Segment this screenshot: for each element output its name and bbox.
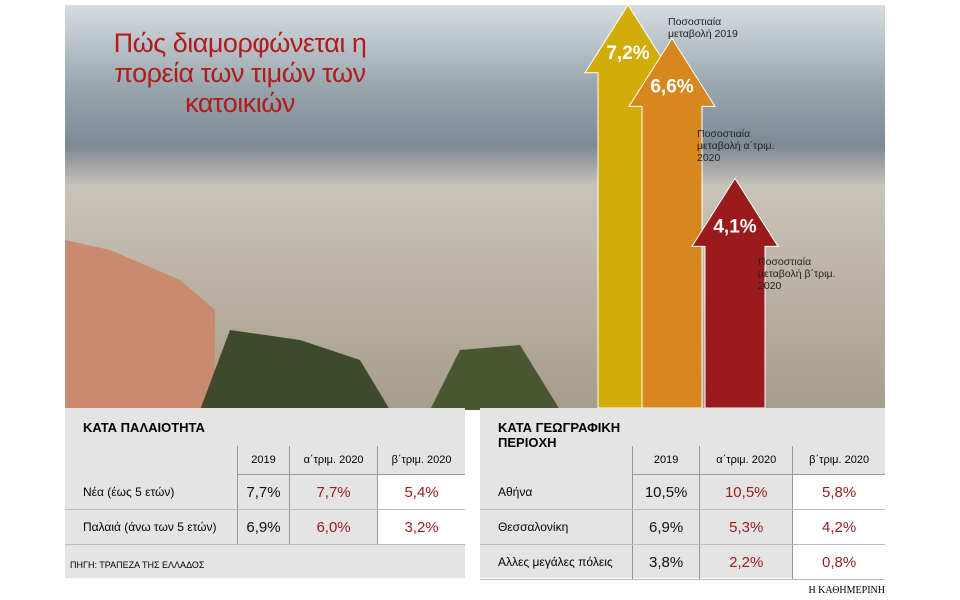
table-value: 6,9%: [631, 509, 700, 545]
trees: [430, 345, 560, 410]
table-row: Θεσσαλονίκη 6,9% 5,3% 4,2%: [480, 509, 885, 545]
table-value: 7,7%: [236, 474, 290, 510]
row-label: Νέα (έως 5 ετών): [65, 474, 238, 510]
table-value: 0,8%: [792, 544, 885, 580]
table-grid: 2019 α΄τριμ. 2020 β΄τριμ. 2020 Αθήνα 10,5% 10…: [480, 446, 885, 580]
column-header: 2019: [236, 446, 290, 475]
arrow: [628, 37, 716, 409]
column-header: α΄τριμ. 2020: [289, 446, 378, 475]
table-value: 5,3%: [699, 509, 793, 545]
table-value: 5,4%: [377, 474, 465, 510]
header-row: 2019 α΄τριμ. 2020 β΄τριμ. 2020: [65, 446, 465, 475]
table-row: Αλλες μεγάλες πόλεις 3,8% 2,2% 0,8%: [480, 544, 885, 580]
header-row: 2019 α΄τριμ. 2020 β΄τριμ. 2020: [480, 446, 885, 475]
value-label: 7,2%: [606, 43, 649, 64]
column-header: β΄τριμ. 2020: [792, 446, 885, 475]
table-value: 10,5%: [699, 474, 793, 510]
category-label: Ποσοστιαία μεταβολή 2019: [668, 16, 738, 40]
category-label: Ποσοστιαία μεταβολή α΄τριμ. 2020: [697, 128, 775, 164]
table-value: 2,2%: [699, 544, 793, 580]
table-title: ΚΑΤΑ ΠΑΛΑΙΟΤΗΤΑ: [83, 420, 205, 435]
row-label: Θεσσαλονίκη: [480, 509, 633, 545]
table-row: Παλαιά (άνω των 5 ετών) 6,9% 6,0% 3,2%: [65, 509, 465, 545]
table-value: 3,2%: [377, 509, 465, 545]
table-row: Νέα (έως 5 ετών) 7,7% 7,7% 5,4%: [65, 474, 465, 510]
source: ΠΗΓΗ: ΤΡΑΠΕΖΑ ΤΗΣ ΕΛΛΑΔΟΣ: [70, 560, 205, 570]
trees: [200, 330, 390, 410]
table-title: ΚΑΤΑ ΓΕΩΓΡΑΦΙΚΗ ΠΕΡΙΟΧΗ: [498, 420, 621, 450]
arrow: [691, 177, 779, 409]
column-header: β΄τριμ. 2020: [377, 446, 465, 475]
value-label: 4,1%: [713, 216, 756, 237]
value-label: 6,6%: [650, 76, 693, 97]
table-grid: 2019 α΄τριμ. 2020 β΄τριμ. 2020 Νέα (έως 5 ε…: [65, 446, 465, 545]
row-label: Αλλες μεγάλες πόλεις: [480, 544, 633, 580]
row-label: Παλαιά (άνω των 5 ετών): [65, 509, 238, 545]
column-header: α΄τριμ. 2020: [699, 446, 793, 475]
credit: Η ΚΑΘΗΜΕΡΙΝΗ: [808, 585, 885, 596]
table-value: 6,0%: [289, 509, 378, 545]
table-value: 4,2%: [792, 509, 885, 545]
table-value: 3,8%: [631, 544, 700, 580]
header-cell: [480, 446, 633, 475]
table-value: 5,8%: [792, 474, 885, 510]
table-value: 10,5%: [631, 474, 700, 510]
row-label: Αθήνα: [480, 474, 633, 510]
table-value: 7,7%: [289, 474, 378, 510]
table-value: 6,9%: [236, 509, 290, 545]
category-label: Ποσοστιαία μεταβολή β΄τριμ. 2020: [758, 256, 836, 292]
chart-title: Πώς διαμορφώνεται η πορεία των τιμών των…: [113, 28, 367, 118]
header-cell: [65, 446, 238, 475]
column-header: 2019: [631, 446, 700, 475]
table: ΚΑΤΑ ΠΑΛΑΙΟΤΗΤΑ 2019 α΄τριμ. 2020 β΄τριμ. 2…: [65, 408, 465, 578]
table-row: Αθήνα 10,5% 10,5% 5,8%: [480, 474, 885, 510]
church: [65, 240, 215, 410]
table: ΚΑΤΑ ΓΕΩΓΡΑΦΙΚΗ ΠΕΡΙΟΧΗ 2019 α΄τριμ. 2020 β…: [480, 408, 885, 580]
